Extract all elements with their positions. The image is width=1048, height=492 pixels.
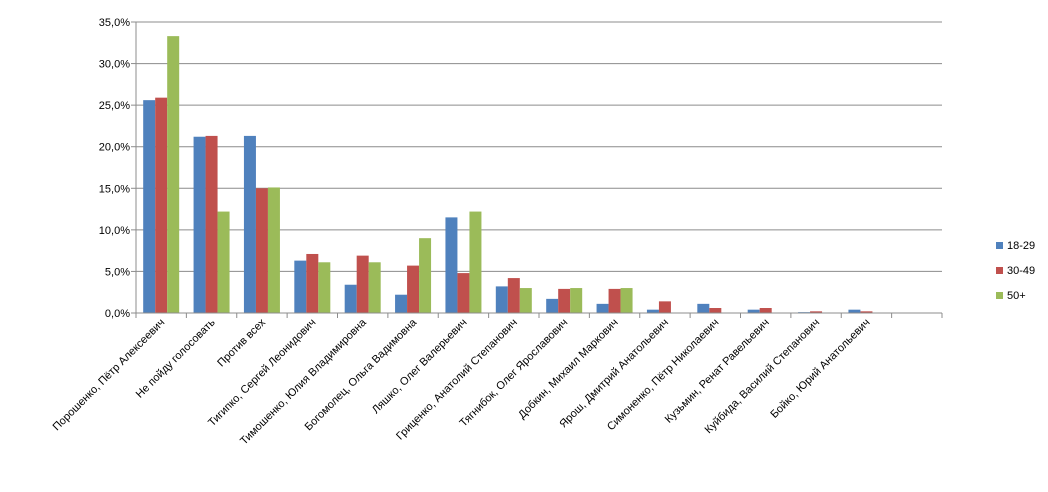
bar-30-49 <box>255 188 268 313</box>
bar-30-49 <box>205 135 218 313</box>
bar-50+ <box>469 211 482 313</box>
bar-18-29 <box>546 298 559 313</box>
legend-label: 18-29 <box>1007 240 1035 252</box>
legend: 18-29 30-49 50+ <box>996 240 1035 302</box>
y-tick-label: 30,0% <box>99 59 130 71</box>
y-tick-label: 5,0% <box>105 266 130 278</box>
y-tick-label: 25,0% <box>99 100 130 112</box>
bar-50+ <box>519 288 532 313</box>
bar-18-29 <box>697 303 710 313</box>
x-tick-label: Ярош, Дмитрий Анатольевич <box>557 317 671 431</box>
bar-30-49 <box>608 288 621 313</box>
x-tick-label: Бойко, Юрий Анатольевич <box>768 317 872 421</box>
legend-swatch <box>996 242 1003 249</box>
bar-50+ <box>570 288 583 313</box>
bar-18-29 <box>445 217 458 313</box>
bar-18-29 <box>344 284 357 313</box>
bar-18-29 <box>193 136 206 313</box>
bar-50+ <box>620 288 633 313</box>
bar-30-49 <box>155 97 168 313</box>
y-tick-label: 0,0% <box>105 308 130 320</box>
bar-50+ <box>167 36 180 314</box>
y-tick-label: 35,0% <box>99 17 130 29</box>
bar-30-49 <box>457 273 470 313</box>
legend-label: 50+ <box>1007 290 1026 302</box>
bar-18-29 <box>747 309 760 313</box>
bar-18-29 <box>596 303 609 313</box>
legend-swatch <box>996 267 1003 274</box>
bar-30-49 <box>407 265 420 313</box>
bar-18-29 <box>143 100 156 313</box>
bar-30-49 <box>709 308 722 313</box>
legend-swatch <box>996 292 1003 299</box>
bar-30-49 <box>356 255 369 313</box>
y-tick-label: 10,0% <box>99 225 130 237</box>
bar-50+ <box>318 262 331 313</box>
bar-18-29 <box>848 309 861 313</box>
bars <box>143 36 873 314</box>
y-axis-ticks: 0,0% 5,0% 10,0% 15,0% 20,0% 25,0% 30,0% 35,0% <box>99 17 136 320</box>
y-tick-label: 15,0% <box>99 183 130 195</box>
x-tick-label: Добкин, Михаил Маркович <box>516 317 621 422</box>
bar-18-29 <box>395 294 408 313</box>
bar-30-49 <box>860 311 873 313</box>
bar-50+ <box>419 238 432 313</box>
legend-label: 30-49 <box>1007 265 1035 277</box>
x-tick-label: Ляшко, Олег Валерьевич <box>370 317 470 417</box>
y-tick-label: 20,0% <box>99 142 130 154</box>
bar-30-49 <box>306 253 319 313</box>
bar-50+ <box>217 211 230 313</box>
bar-30-49 <box>558 288 571 313</box>
bar-30-49 <box>759 308 772 313</box>
x-tick-label: Против всех <box>215 316 268 369</box>
bar-50+ <box>267 187 280 313</box>
bar-30-49 <box>658 301 671 313</box>
bar-30-49 <box>507 278 520 313</box>
x-axis <box>135 22 943 318</box>
x-tick-label: Кузьмин, Ренат Равельевич <box>663 317 772 426</box>
bar-30-49 <box>810 311 823 313</box>
bar-18-29 <box>243 135 256 313</box>
x-tick-label: Тигипко, Сергей Леонидович <box>206 317 318 429</box>
bar-18-29 <box>495 286 508 313</box>
bar-50+ <box>368 262 381 313</box>
bar-18-29 <box>646 309 659 313</box>
bar-18-29 <box>294 260 307 313</box>
x-tick-label: Тягнибок, Олег Ярославович <box>458 317 571 430</box>
